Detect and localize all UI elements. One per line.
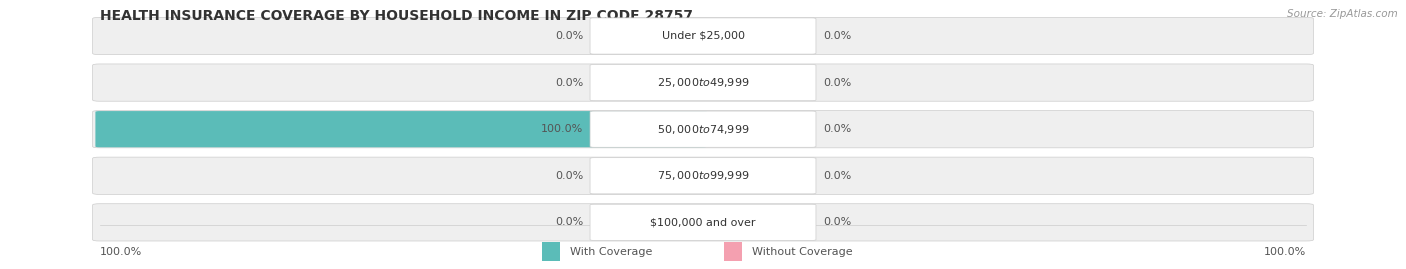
FancyBboxPatch shape	[591, 18, 815, 54]
Text: 0.0%: 0.0%	[555, 77, 583, 88]
Text: 100.0%: 100.0%	[541, 124, 583, 134]
Text: 100.0%: 100.0%	[100, 247, 142, 257]
Text: 100.0%: 100.0%	[1264, 247, 1306, 257]
FancyBboxPatch shape	[93, 204, 1313, 241]
FancyBboxPatch shape	[93, 111, 1313, 148]
Text: Without Coverage: Without Coverage	[752, 247, 852, 257]
Text: 0.0%: 0.0%	[823, 217, 851, 227]
FancyBboxPatch shape	[724, 242, 742, 261]
FancyBboxPatch shape	[93, 64, 1313, 101]
Text: $25,000 to $49,999: $25,000 to $49,999	[657, 76, 749, 89]
Text: $75,000 to $99,999: $75,000 to $99,999	[657, 169, 749, 182]
Text: $50,000 to $74,999: $50,000 to $74,999	[657, 123, 749, 136]
FancyBboxPatch shape	[93, 17, 1313, 55]
FancyBboxPatch shape	[541, 242, 560, 261]
FancyBboxPatch shape	[591, 111, 815, 147]
FancyBboxPatch shape	[591, 158, 815, 194]
FancyBboxPatch shape	[93, 157, 1313, 194]
FancyBboxPatch shape	[96, 111, 707, 147]
Text: 0.0%: 0.0%	[555, 217, 583, 227]
FancyBboxPatch shape	[591, 65, 815, 101]
Text: 0.0%: 0.0%	[823, 77, 851, 88]
Text: Under $25,000: Under $25,000	[661, 31, 745, 41]
Text: HEALTH INSURANCE COVERAGE BY HOUSEHOLD INCOME IN ZIP CODE 28757: HEALTH INSURANCE COVERAGE BY HOUSEHOLD I…	[100, 9, 693, 23]
Text: 0.0%: 0.0%	[823, 171, 851, 181]
Text: 0.0%: 0.0%	[823, 124, 851, 134]
Text: $100,000 and over: $100,000 and over	[650, 217, 756, 227]
Text: 0.0%: 0.0%	[823, 31, 851, 41]
Text: Source: ZipAtlas.com: Source: ZipAtlas.com	[1286, 9, 1398, 19]
FancyBboxPatch shape	[591, 204, 815, 240]
Text: 0.0%: 0.0%	[555, 171, 583, 181]
Text: With Coverage: With Coverage	[569, 247, 652, 257]
Text: 0.0%: 0.0%	[555, 31, 583, 41]
